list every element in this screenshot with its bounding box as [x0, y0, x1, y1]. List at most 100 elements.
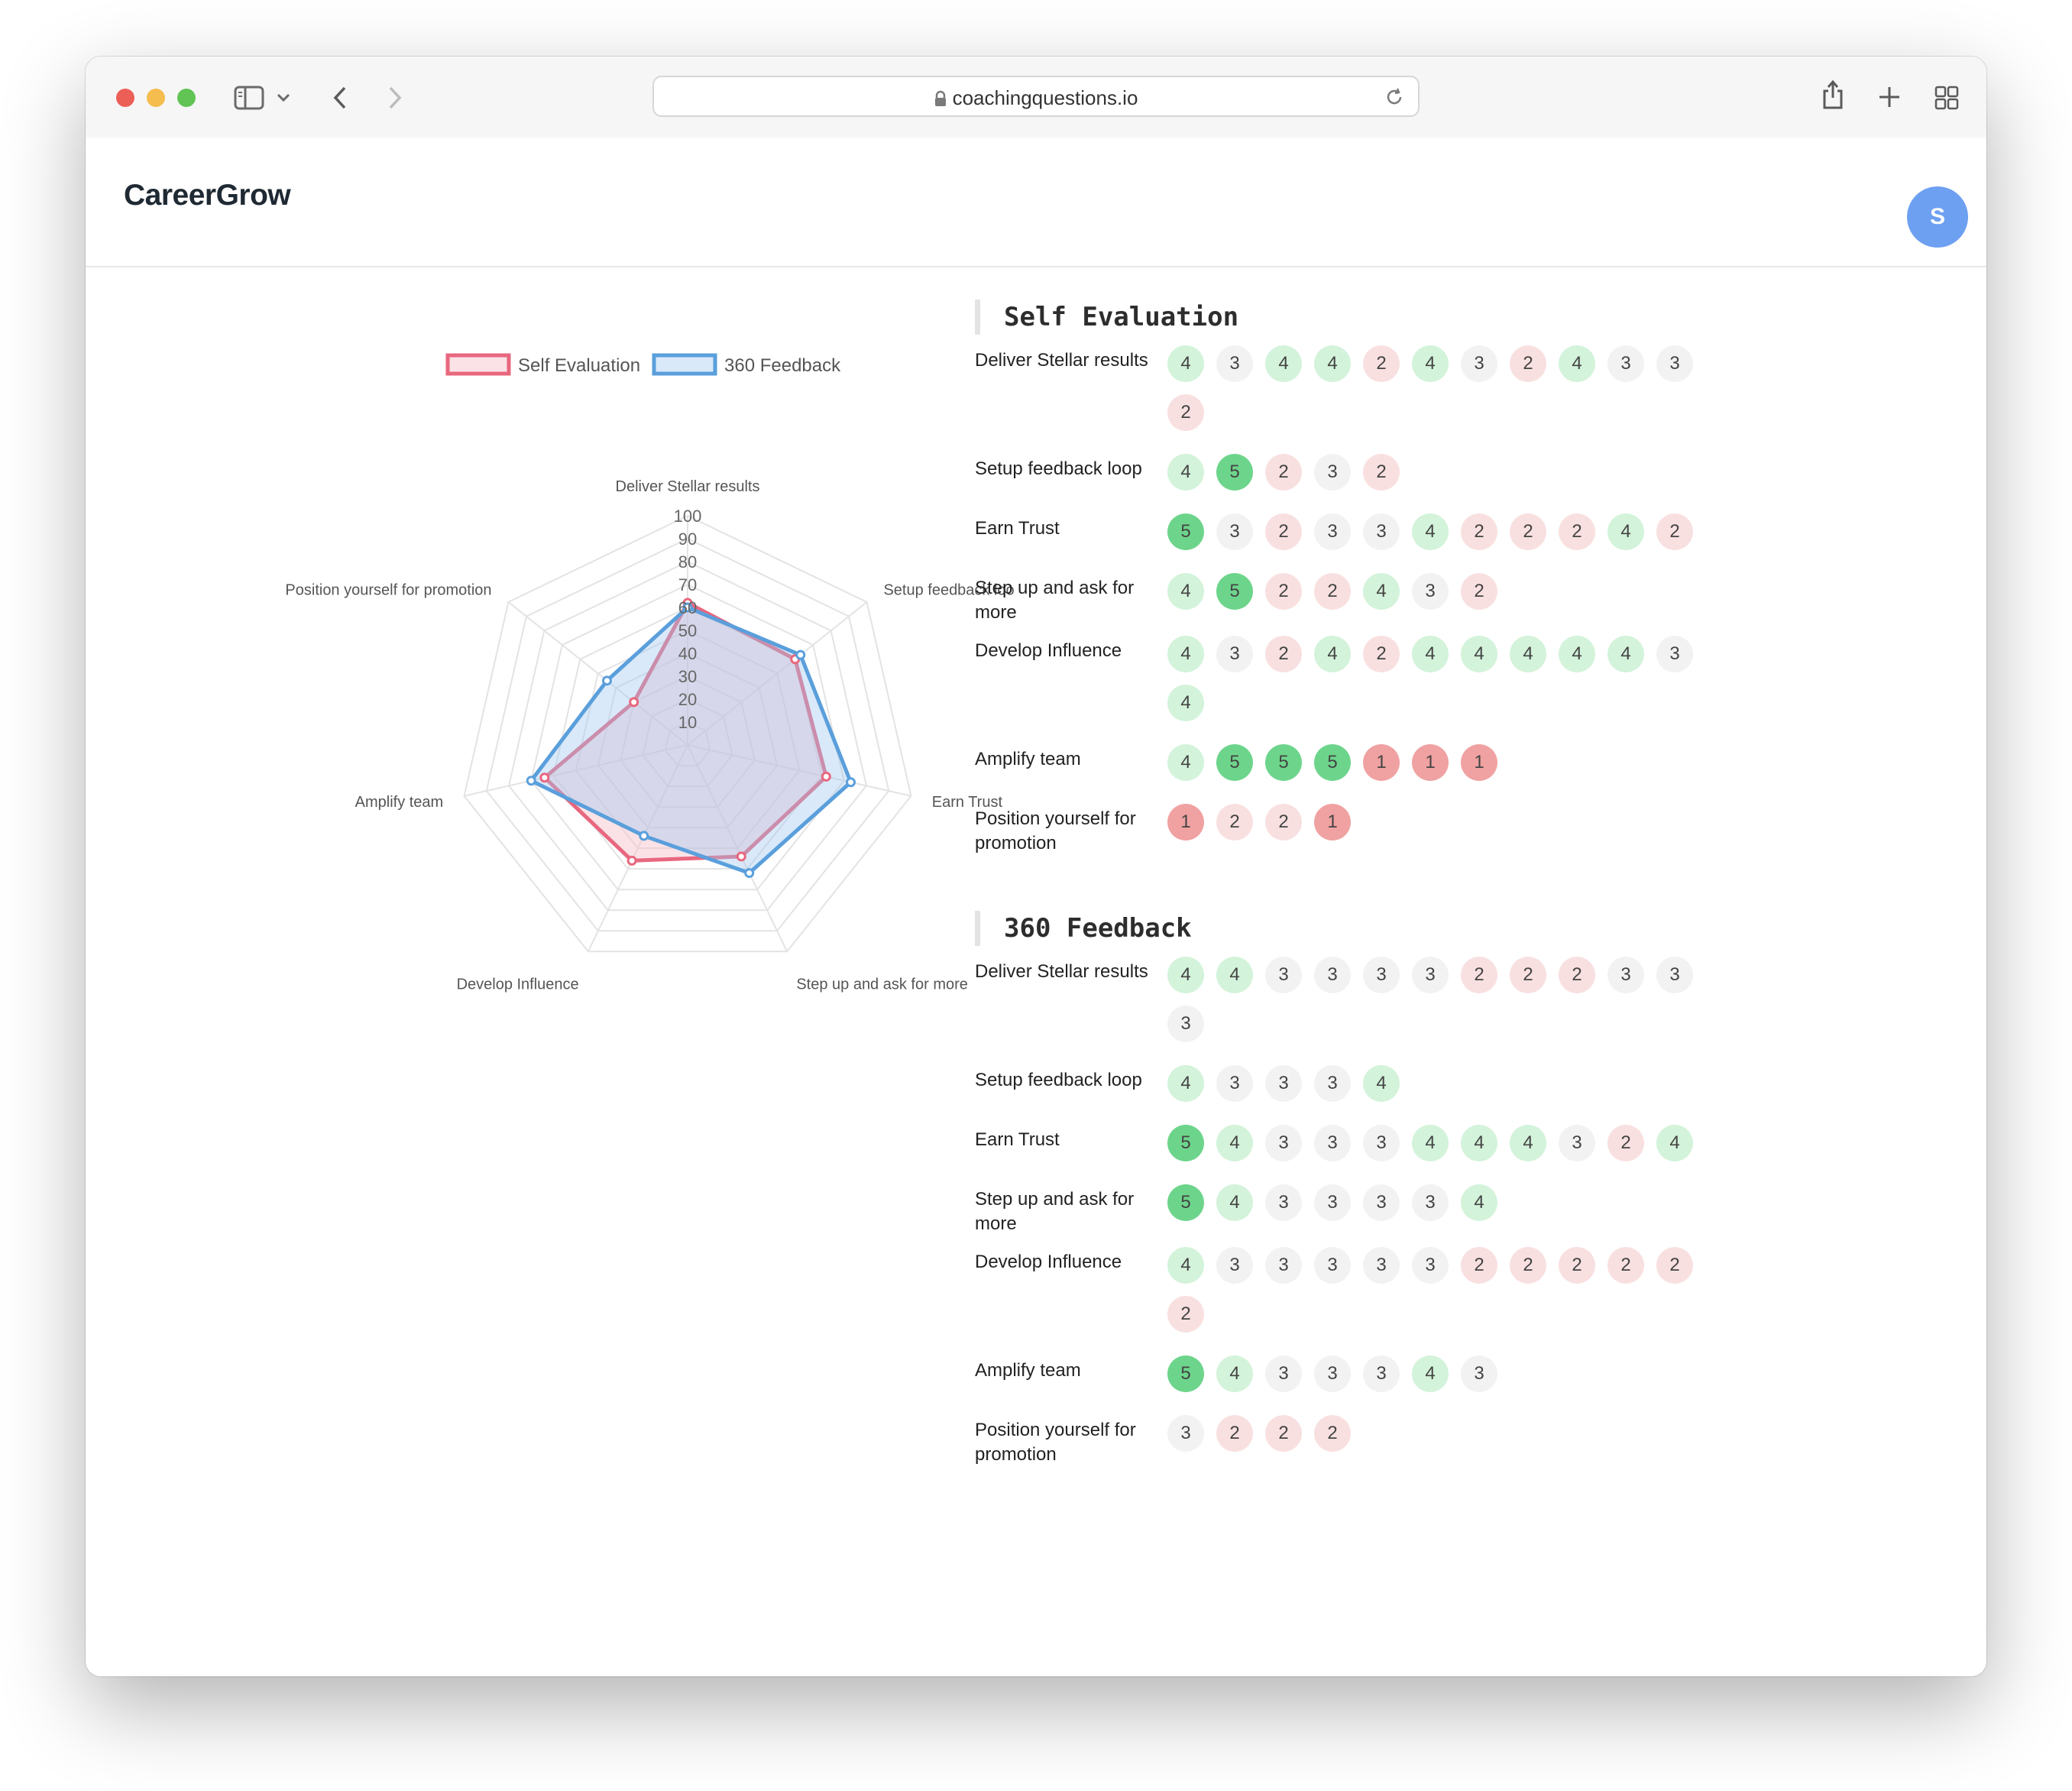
score-chip: 4 — [1167, 744, 1204, 781]
score-chip: 3 — [1265, 1065, 1302, 1102]
score-chip: 5 — [1167, 1184, 1204, 1221]
legend-label: Self Evaluation — [518, 355, 640, 376]
score-chip: 4 — [1412, 345, 1449, 382]
score-chip: 2 — [1216, 1415, 1253, 1452]
rating-row-label: Step up and ask for more — [975, 578, 1135, 623]
score-chip: 3 — [1265, 1355, 1302, 1392]
share-icon[interactable] — [1821, 79, 1844, 110]
rating-row: Develop Influence 4 3 3 3 3 3 2 2 2 2 2 2 — [975, 1247, 1754, 1345]
score-chip: 4 — [1216, 1184, 1253, 1221]
radar-axis-label: Deliver Stellar results — [616, 478, 760, 495]
tab-overview-icon[interactable] — [1934, 86, 1959, 110]
rating-row-label: Deliver Stellar results — [975, 961, 1148, 982]
score-chip: 2 — [1607, 1247, 1644, 1284]
rating-row: Position yourself for promotion 3 2 2 2 — [975, 1415, 1754, 1467]
rating-section: Self Evaluation Deliver Stellar results 4 3… — [975, 298, 1754, 856]
score-chip: 2 — [1363, 636, 1400, 672]
score-chip: 4 — [1559, 345, 1595, 382]
score-chip: 3 — [1363, 957, 1400, 993]
radar-point — [744, 868, 755, 879]
score-chip: 2 — [1510, 957, 1546, 993]
score-chip: 4 — [1167, 1247, 1204, 1284]
score-chip: 4 — [1412, 636, 1449, 672]
radar-spoke — [687, 744, 911, 797]
rating-row: Setup feedback loop 4 5 2 3 2 — [975, 454, 1754, 503]
back-icon[interactable] — [332, 86, 348, 110]
score-chip: 4 — [1216, 1125, 1253, 1161]
score-chip: 2 — [1314, 1415, 1351, 1452]
score-chip: 2 — [1461, 573, 1497, 610]
minimize-window-button[interactable] — [147, 89, 165, 107]
radar-point — [639, 831, 649, 841]
section-title: 360 Feedback — [1004, 913, 1192, 944]
score-chip: 2 — [1559, 957, 1595, 993]
address-bar[interactable]: coachingquestions.io — [652, 76, 1420, 117]
score-chip: 4 — [1265, 345, 1302, 382]
score-chip: 3 — [1461, 1355, 1497, 1392]
score-chip: 1 — [1167, 804, 1204, 840]
score-chip: 3 — [1412, 573, 1449, 610]
chevron-down-icon[interactable] — [277, 93, 290, 102]
score-chip: 3 — [1265, 1184, 1302, 1221]
rating-row: Amplify team 5 4 3 3 3 4 3 — [975, 1355, 1754, 1404]
score-chip: 3 — [1314, 1355, 1351, 1392]
score-chip: 2 — [1461, 957, 1497, 993]
score-chip: 5 — [1314, 744, 1351, 781]
radar-axis-label: Position yourself for promotion — [285, 581, 491, 598]
score-chip: 4 — [1461, 636, 1497, 672]
rating-row-label: Amplify team — [975, 1360, 1081, 1381]
score-chip: 3 — [1607, 345, 1644, 382]
score-chip: 5 — [1167, 513, 1204, 550]
score-chip: 3 — [1363, 513, 1400, 550]
score-chip: 2 — [1510, 1247, 1546, 1284]
url-display: coachingquestions.io — [654, 86, 1418, 110]
score-chip: 5 — [1265, 744, 1302, 781]
zoom-window-button[interactable] — [177, 89, 196, 107]
new-tab-icon[interactable] — [1878, 86, 1901, 108]
rating-row: Step up and ask for more 5 4 3 3 3 3 4 — [975, 1184, 1754, 1236]
brand-logo[interactable]: CareerGrow — [124, 179, 291, 212]
legend-swatch — [652, 353, 717, 376]
reload-icon[interactable] — [1384, 87, 1404, 107]
score-chip: 4 — [1167, 1065, 1204, 1102]
rating-row-label: Earn Trust — [975, 518, 1060, 539]
user-avatar[interactable]: S — [1907, 186, 1968, 248]
radar-tick-label: 80 — [678, 552, 697, 572]
radar-tick-label: 20 — [678, 690, 697, 709]
radar-series-polygon — [542, 601, 828, 863]
forward-icon[interactable] — [387, 86, 403, 110]
rating-row-label: Amplify team — [975, 749, 1081, 769]
rating-row: Deliver Stellar results 4 3 4 4 2 4 3 2 4 3 3 2 — [975, 345, 1754, 443]
radar-series-polygon — [529, 605, 853, 876]
score-chip: 2 — [1461, 513, 1497, 550]
score-chip: 2 — [1363, 345, 1400, 382]
score-chip: 4 — [1412, 513, 1449, 550]
score-chip: 4 — [1461, 1125, 1497, 1161]
score-chip: 5 — [1216, 573, 1253, 610]
section-title: Self Evaluation — [1004, 302, 1239, 332]
score-chip: 3 — [1559, 1125, 1595, 1161]
rating-row: Deliver Stellar results 4 4 3 3 3 3 2 2 2 3 3 3 — [975, 957, 1754, 1054]
rating-row-label: Setup feedback loop — [975, 1070, 1142, 1090]
rating-section: 360 Feedback Deliver Stellar results 4 4 3 3 3… — [975, 909, 1754, 1467]
sidebar-icon[interactable] — [234, 86, 264, 110]
radar-axis-label: Step up and ask for more — [796, 976, 968, 993]
score-chip: 3 — [1314, 1184, 1351, 1221]
score-chip: 2 — [1559, 1247, 1595, 1284]
score-chip: 2 — [1216, 804, 1253, 840]
radar-point — [736, 851, 746, 862]
score-chip: 2 — [1265, 1415, 1302, 1452]
close-window-button[interactable] — [116, 89, 134, 107]
score-chip: 2 — [1265, 513, 1302, 550]
rating-row-label: Earn Trust — [975, 1129, 1060, 1150]
score-chip: 3 — [1656, 957, 1693, 993]
radar-grid-ring — [507, 560, 868, 912]
radar-spoke — [464, 744, 688, 797]
radar-grid-ring — [642, 698, 733, 788]
radar-grid-ring — [485, 537, 890, 932]
radar-spoke — [507, 601, 688, 746]
rating-row: Develop Influence 4 3 2 4 2 4 4 4 4 4 3 4 — [975, 636, 1754, 734]
